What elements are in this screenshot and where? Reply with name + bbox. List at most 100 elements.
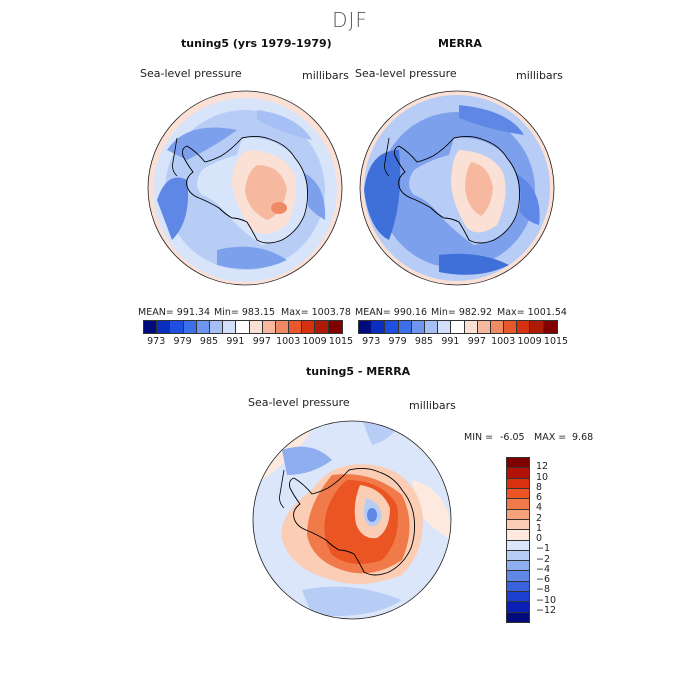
colorbar-tick-label: 985: [199, 336, 219, 347]
colorbar-tick-label: −10: [536, 594, 557, 606]
colorbar-swatch: [328, 321, 342, 333]
colorbar-tick-label: 1003: [276, 336, 301, 347]
colorbar-tick-label: −2: [536, 553, 551, 565]
colorbar-swatch: [507, 519, 529, 531]
season-title: DJF: [332, 8, 368, 32]
colorbar-tick-label: 12: [536, 461, 549, 473]
diff-max-value: 9.68: [572, 432, 594, 443]
obs-colorbar: [358, 320, 558, 334]
colorbar-tick-label: 991: [226, 336, 245, 347]
colorbar-swatch: [517, 321, 531, 333]
colorbar-swatch: [507, 468, 529, 479]
colorbar-swatch: [249, 321, 263, 333]
colorbar-swatch: [507, 550, 529, 562]
model-units-label: millibars: [302, 69, 349, 82]
colorbar-tick-label: 979: [388, 336, 407, 347]
model-min: Min= 983.15: [214, 307, 276, 318]
colorbar-swatch: [507, 540, 529, 551]
colorbar-swatch: [183, 321, 197, 333]
diff-polar-map: [252, 420, 452, 620]
colorbar-swatch: [530, 321, 544, 333]
antarctica-coastline-icon: [289, 467, 416, 576]
colorbar-swatch: [464, 321, 478, 333]
colorbar-swatch: [411, 321, 425, 333]
colorbar-swatch: [262, 321, 276, 333]
model-variable-label: Sea-level pressure: [140, 67, 242, 80]
colorbar-tick-label: 997: [467, 336, 486, 347]
model-panel-title: tuning5 (yrs 1979-1979): [181, 37, 332, 50]
colorbar-tick-label: 10: [536, 471, 549, 483]
colorbar-swatch: [438, 321, 452, 333]
colorbar-swatch: [289, 321, 303, 333]
south-america-tip-icon: [384, 137, 390, 177]
colorbar-tick-label: 0: [536, 533, 543, 544]
colorbar-swatch: [302, 321, 316, 333]
diff-max-label: MAX =: [534, 432, 567, 443]
colorbar-swatch: [451, 321, 465, 333]
colorbar-swatch: [507, 612, 529, 622]
colorbar-tick-label: 973: [362, 336, 381, 347]
model-max: Max= 1003.78: [281, 307, 351, 318]
colorbar-swatch: [170, 321, 184, 333]
colorbar-swatch: [209, 321, 224, 333]
colorbar-tick-label: 1009: [517, 336, 542, 347]
colorbar-swatch: [507, 499, 529, 510]
obs-min: Min= 982.92: [431, 307, 493, 318]
colorbar-swatch: [398, 321, 412, 333]
antarctica-coastline-icon: [394, 135, 521, 244]
colorbar-swatch: [236, 321, 250, 333]
diff-panel-title: tuning5 - MERRA: [306, 365, 411, 378]
colorbar-swatch: [157, 321, 171, 333]
colorbar-swatch: [507, 488, 529, 500]
colorbar-tick-label: 8: [536, 481, 543, 493]
diff-units-label: millibars: [409, 399, 456, 412]
colorbar-tick-label: 1009: [302, 336, 327, 347]
colorbar-tick-label: −12: [536, 604, 557, 616]
colorbar-swatch: [372, 321, 386, 333]
colorbar-swatch: [507, 530, 529, 541]
colorbar-swatch: [359, 321, 373, 333]
model-colorbar: [143, 320, 343, 334]
colorbar-tick-label: −4: [536, 563, 551, 575]
colorbar-tick-label: 1: [536, 522, 543, 534]
colorbar-tick-label: 1003: [491, 336, 516, 347]
colorbar-swatch: [385, 321, 399, 333]
obs-panel-title: MERRA: [438, 37, 482, 50]
colorbar-tick-label: 979: [173, 336, 192, 347]
model-polar-map: [147, 90, 343, 286]
colorbar-tick-label: 1015: [328, 336, 354, 347]
obs-max: Max= 1001.54: [497, 307, 567, 318]
obs-mean: MEAN= 990.16: [355, 307, 428, 318]
colorbar-swatch: [196, 321, 210, 333]
colorbar-swatch: [504, 321, 518, 333]
colorbar-swatch: [477, 321, 491, 333]
antarctica-coastline-icon: [182, 135, 309, 244]
colorbar-swatch: [507, 561, 529, 572]
colorbar-swatch: [490, 321, 505, 333]
obs-variable-label: Sea-level pressure: [355, 67, 457, 80]
obs-units-label: millibars: [516, 69, 563, 82]
colorbar-swatch: [507, 458, 529, 469]
colorbar-swatch: [543, 321, 557, 333]
colorbar-swatch: [507, 509, 529, 520]
colorbar-tick-label: −1: [536, 543, 551, 555]
colorbar-swatch: [507, 592, 529, 603]
colorbar-swatch: [507, 602, 529, 613]
colorbar-tick-label: 2: [536, 512, 543, 524]
colorbar-swatch: [507, 571, 529, 582]
obs-polar-map: [359, 90, 555, 286]
diff-colorbar: [506, 457, 530, 623]
colorbar-tick-label: 973: [147, 336, 166, 347]
colorbar-tick-label: 991: [441, 336, 460, 347]
colorbar-swatch: [223, 321, 237, 333]
colorbar-swatch: [144, 321, 158, 333]
diff-variable-label: Sea-level pressure: [248, 396, 350, 409]
colorbar-swatch: [507, 581, 529, 593]
colorbar-tick-label: 4: [536, 502, 543, 514]
colorbar-swatch: [507, 478, 529, 489]
colorbar-tick-label: −8: [536, 584, 551, 596]
model-mean: MEAN= 991.34: [138, 307, 211, 318]
colorbar-swatch: [315, 321, 329, 333]
diff-min-value: -6.05: [500, 432, 525, 443]
diff-min-label: MIN =: [464, 432, 494, 443]
